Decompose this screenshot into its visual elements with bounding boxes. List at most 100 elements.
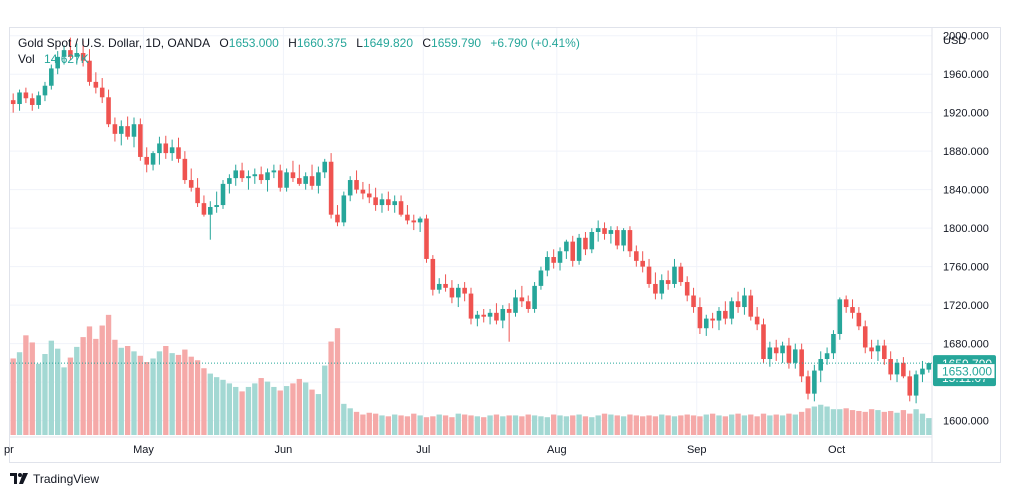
candle-body[interactable]	[462, 287, 467, 294]
candle-body[interactable]	[208, 206, 213, 215]
candle-body[interactable]	[786, 345, 792, 363]
candle-body[interactable]	[812, 370, 817, 394]
candle-body[interactable]	[430, 258, 436, 290]
candle-body[interactable]	[869, 347, 874, 352]
candle-body[interactable]	[602, 228, 607, 234]
candle-body[interactable]	[449, 287, 455, 298]
candle-body[interactable]	[144, 156, 149, 165]
candle-body[interactable]	[729, 301, 734, 319]
candle-body[interactable]	[341, 195, 347, 223]
candle-body[interactable]	[862, 326, 868, 348]
candle-body[interactable]	[468, 293, 474, 319]
candle-body[interactable]	[411, 220, 417, 223]
candle-body[interactable]	[875, 345, 881, 352]
candle-body[interactable]	[455, 287, 461, 298]
candle-body[interactable]	[36, 95, 41, 105]
candle-body[interactable]	[487, 312, 493, 317]
candle-body[interactable]	[163, 143, 169, 154]
candle-body[interactable]	[697, 307, 703, 329]
candle-body[interactable]	[748, 295, 754, 317]
candle-body[interactable]	[188, 180, 194, 188]
candle-body[interactable]	[360, 189, 366, 194]
candle-body[interactable]	[475, 314, 480, 319]
candle-body[interactable]	[818, 359, 824, 371]
candle-body[interactable]	[570, 241, 576, 261]
candle-body[interactable]	[138, 124, 143, 157]
candle-body[interactable]	[831, 334, 836, 354]
candle-body[interactable]	[29, 98, 35, 105]
candle-body[interactable]	[49, 68, 54, 86]
candle-body[interactable]	[506, 308, 512, 313]
candle-body[interactable]	[335, 214, 340, 223]
candle-body[interactable]	[23, 92, 29, 99]
candle-body[interactable]	[843, 299, 849, 308]
candle-body[interactable]	[519, 297, 525, 302]
candle-body[interactable]	[659, 280, 665, 294]
candle-body[interactable]	[634, 251, 639, 261]
candle-body[interactable]	[316, 172, 321, 186]
candle-body[interactable]	[169, 147, 175, 154]
candle-body[interactable]	[347, 180, 353, 196]
candle-body[interactable]	[735, 301, 741, 308]
candle-body[interactable]	[17, 92, 22, 105]
candle-body[interactable]	[277, 170, 283, 188]
candle-body[interactable]	[640, 260, 645, 267]
candle-body[interactable]	[551, 257, 556, 263]
candle-body[interactable]	[195, 187, 200, 204]
candle-body[interactable]	[309, 176, 315, 186]
candle-body[interactable]	[614, 230, 620, 246]
candle-body[interactable]	[913, 374, 919, 396]
candle-body[interactable]	[322, 161, 328, 173]
candle-body[interactable]	[182, 158, 188, 181]
candle-body[interactable]	[793, 349, 798, 363]
candle-body[interactable]	[538, 270, 544, 286]
candle-body[interactable]	[443, 283, 448, 288]
candle-body[interactable]	[646, 266, 652, 284]
candle-body[interactable]	[87, 60, 92, 82]
candle-body[interactable]	[888, 359, 893, 375]
candle-body[interactable]	[627, 230, 633, 252]
candle-body[interactable]	[907, 376, 913, 396]
candle-body[interactable]	[761, 324, 766, 360]
candle-body[interactable]	[303, 176, 308, 184]
candle-body[interactable]	[68, 50, 73, 57]
candle-body[interactable]	[227, 178, 232, 184]
candle-body[interactable]	[366, 193, 372, 198]
candle-body[interactable]	[150, 153, 156, 165]
candle-body[interactable]	[716, 310, 722, 321]
candle-body[interactable]	[220, 183, 226, 206]
candle-body[interactable]	[920, 368, 925, 375]
candle-body[interactable]	[532, 285, 537, 309]
candle-body[interactable]	[176, 147, 181, 159]
candle-body[interactable]	[767, 347, 773, 360]
candle-body[interactable]	[513, 297, 518, 313]
candle-body[interactable]	[424, 218, 429, 259]
candle-body[interactable]	[882, 345, 887, 360]
candle-body[interactable]	[691, 295, 696, 308]
candle-body[interactable]	[773, 347, 779, 354]
candle-body[interactable]	[112, 124, 118, 134]
candle-body[interactable]	[80, 53, 86, 61]
candle-body[interactable]	[258, 174, 264, 181]
candle-body[interactable]	[265, 172, 270, 181]
candle-body[interactable]	[754, 316, 760, 325]
candle-body[interactable]	[710, 318, 715, 321]
candle-body[interactable]	[373, 197, 378, 206]
candle-body[interactable]	[481, 314, 487, 317]
candle-body[interactable]	[500, 308, 506, 321]
candle-body[interactable]	[595, 228, 601, 232]
candle-body[interactable]	[742, 295, 747, 308]
candle-body[interactable]	[99, 87, 105, 98]
candle-body[interactable]	[131, 124, 137, 137]
candle-body[interactable]	[583, 237, 588, 250]
candle-body[interactable]	[436, 283, 442, 290]
candle-body[interactable]	[271, 170, 277, 173]
candle-body[interactable]	[621, 230, 626, 246]
candle-body[interactable]	[10, 100, 16, 105]
candle-body[interactable]	[214, 205, 219, 207]
candle-body[interactable]	[405, 214, 410, 221]
candle-body[interactable]	[589, 232, 595, 250]
candle-body[interactable]	[284, 172, 289, 188]
candle-body[interactable]	[118, 126, 124, 134]
